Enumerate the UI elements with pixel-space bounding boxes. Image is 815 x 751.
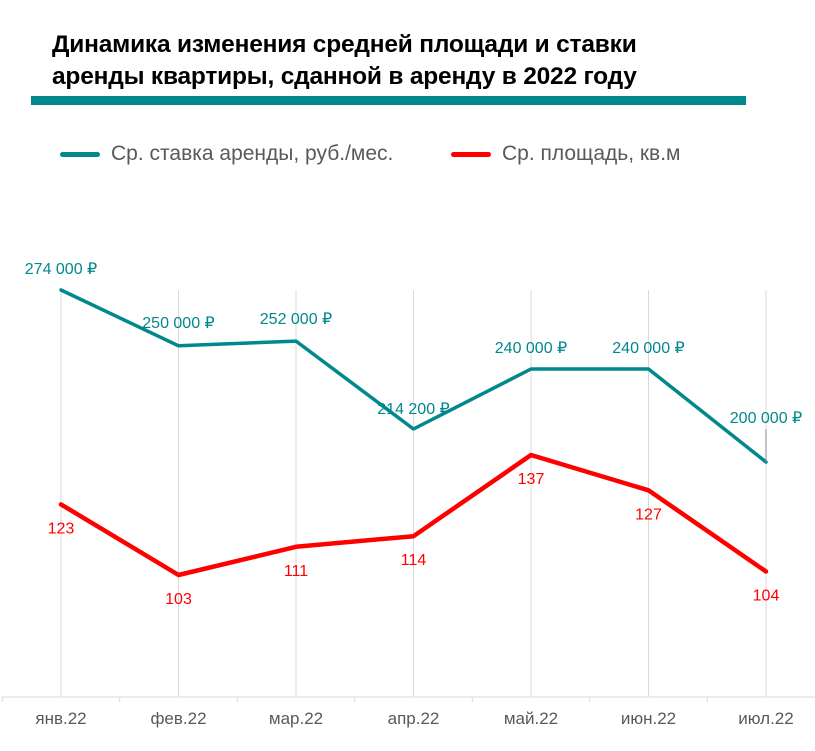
data-label-rent: 250 000 ₽ <box>142 315 214 332</box>
x-tick-label: апр.22 <box>388 709 440 728</box>
x-tick-label: мар.22 <box>269 709 323 728</box>
legend-swatch-area <box>451 151 491 157</box>
chart-title: Динамика изменения средней площади и ста… <box>52 29 752 93</box>
x-tick-label: июн.22 <box>621 709 676 728</box>
data-label-area: 137 <box>518 471 545 488</box>
series-lines <box>58 288 769 578</box>
data-label-area: 127 <box>635 506 662 523</box>
data-label-rent: 214 200 ₽ <box>377 401 449 418</box>
legend-label-rent: Ср. ставка аренды, руб./мес. <box>111 142 394 165</box>
chart-title-line-1: Динамика изменения средней площади и ста… <box>52 31 637 58</box>
chart-title-line-2: аренды квартиры, сданной в аренду в 2022… <box>52 63 637 90</box>
title-underline-bar <box>31 96 746 105</box>
data-label-rent: 274 000 ₽ <box>25 261 97 278</box>
x-tick-label: фев.22 <box>150 709 206 728</box>
gridlines <box>60 290 767 697</box>
x-axis: янв.22 фев.22 мар.22 апр.22 май.22 июн.22 июл.… <box>1 696 815 728</box>
x-tick-label: июл.22 <box>738 709 793 728</box>
legend-item-rent: Ср. ставка аренды, руб./мес. <box>60 142 393 166</box>
x-tick-label: май.22 <box>504 709 558 728</box>
x-tick-label: янв.22 <box>35 709 86 728</box>
data-label-rent: 240 000 ₽ <box>495 340 567 357</box>
data-label-area: 103 <box>165 591 192 608</box>
data-label-area: 104 <box>753 587 780 604</box>
data-label-rent: 252 000 ₽ <box>260 311 332 328</box>
data-label-rent: 200 000 ₽ <box>730 410 802 427</box>
data-label-area: 111 <box>284 563 308 580</box>
legend-label-area: Ср. площадь, кв.м <box>502 142 681 165</box>
data-label-area: 114 <box>401 552 427 569</box>
data-labels: 274 000 ₽ 250 000 ₽ 252 000 ₽ 214 200 ₽ 240 … <box>25 261 802 608</box>
data-label-area: 123 <box>48 520 75 537</box>
legend-item-area: Ср. площадь, кв.м <box>451 142 681 166</box>
legend-swatch-rent <box>60 151 100 157</box>
data-label-rent: 240 000 ₽ <box>612 340 684 357</box>
